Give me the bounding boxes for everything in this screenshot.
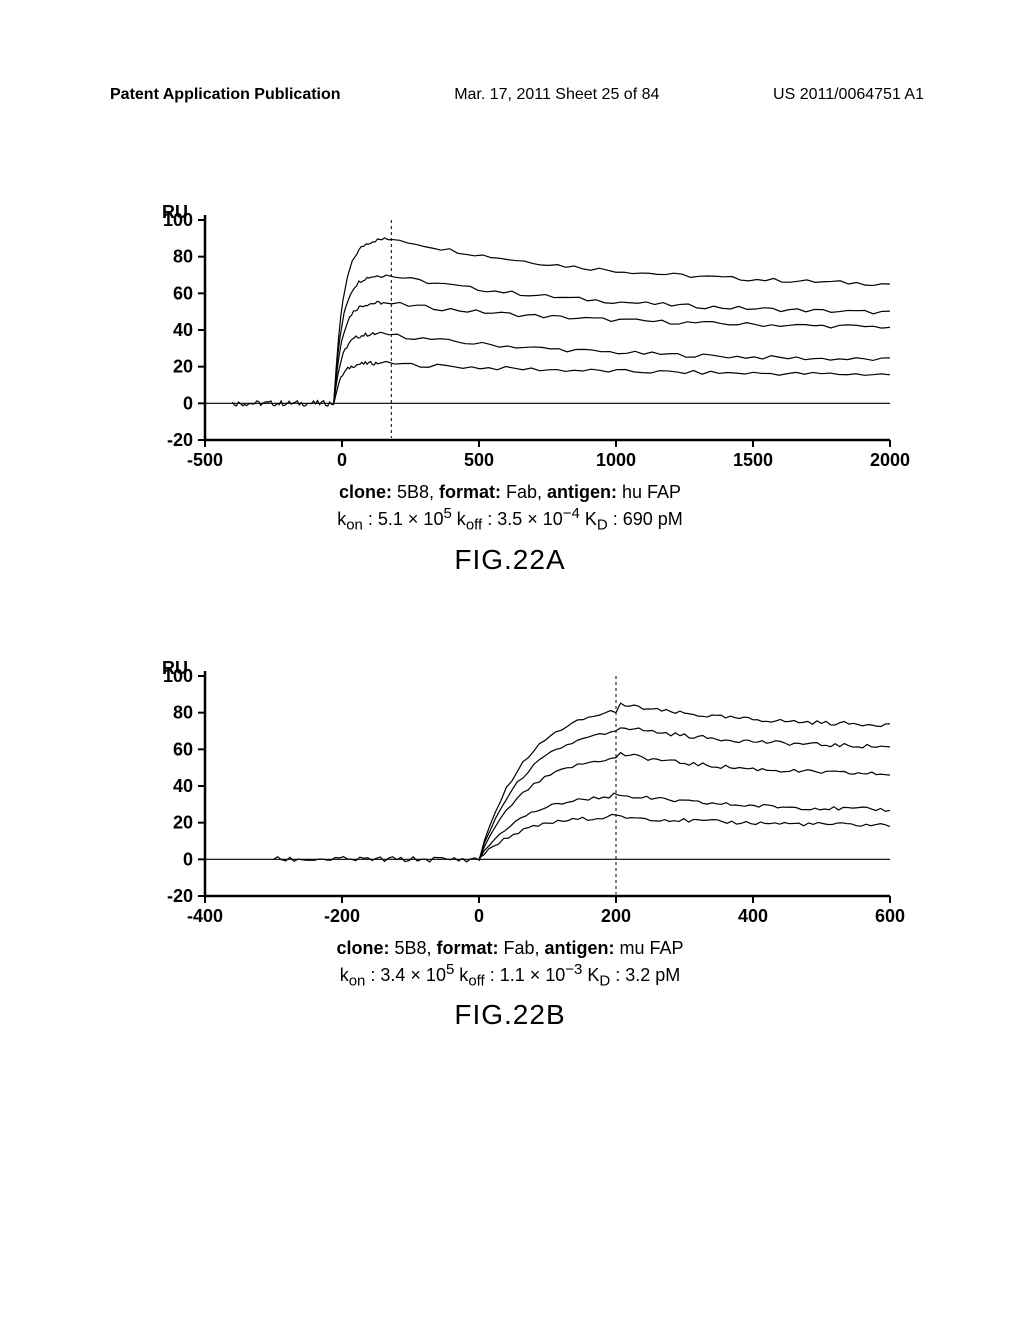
svg-text:100: 100 — [163, 666, 193, 686]
chart-a-figure-label: FIG.22A — [110, 544, 910, 576]
chart-a-svg-wrap: RU-20020406080100-5000500100015002000 — [110, 200, 910, 480]
page-header: Patent Application Publication Mar. 17, … — [0, 86, 1024, 104]
svg-text:-500: -500 — [187, 450, 223, 470]
svg-text:0: 0 — [183, 393, 193, 413]
chart-b: RU-20020406080100-400-2000200400600 — [110, 656, 910, 936]
svg-text:80: 80 — [173, 702, 193, 722]
svg-text:0: 0 — [337, 450, 347, 470]
svg-text:80: 80 — [173, 247, 193, 267]
svg-text:500: 500 — [464, 450, 494, 470]
svg-text:0: 0 — [183, 849, 193, 869]
chart-b-block: RU-20020406080100-400-2000200400600 clon… — [110, 656, 910, 1032]
svg-text:-20: -20 — [167, 886, 193, 906]
chart-b-svg-wrap: RU-20020406080100-400-2000200400600 — [110, 656, 910, 936]
svg-text:200: 200 — [601, 906, 631, 926]
svg-text:20: 20 — [173, 812, 193, 832]
header-left: Patent Application Publication — [110, 86, 341, 104]
svg-text:100: 100 — [163, 210, 193, 230]
figure-container: RU-20020406080100-5000500100015002000 cl… — [110, 200, 910, 1111]
chart-a-caption: clone: 5B8, format: Fab, antigen: hu FAP… — [110, 482, 910, 534]
chart-b-figure-label: FIG.22B — [110, 999, 910, 1031]
svg-text:1000: 1000 — [596, 450, 636, 470]
svg-text:60: 60 — [173, 739, 193, 759]
svg-text:20: 20 — [173, 357, 193, 377]
chart-a: RU-20020406080100-5000500100015002000 — [110, 200, 910, 480]
svg-text:-200: -200 — [324, 906, 360, 926]
svg-text:40: 40 — [173, 320, 193, 340]
header-center: Mar. 17, 2011 Sheet 25 of 84 — [454, 86, 659, 104]
chart-b-caption-line2: kon : 3.4 × 105 koff : 1.1 × 10−3 KD : 3… — [110, 961, 910, 990]
svg-text:2000: 2000 — [870, 450, 910, 470]
svg-text:400: 400 — [738, 906, 768, 926]
chart-a-caption-line2: kon : 5.1 × 105 koff : 3.5 × 10−4 KD : 6… — [110, 505, 910, 534]
chart-a-caption-line1: clone: 5B8, format: Fab, antigen: hu FAP — [110, 482, 910, 503]
svg-text:40: 40 — [173, 776, 193, 796]
svg-text:-20: -20 — [167, 430, 193, 450]
chart-b-caption-line1: clone: 5B8, format: Fab, antigen: mu FAP — [110, 938, 910, 959]
header-right: US 2011/0064751 A1 — [773, 86, 924, 104]
svg-text:60: 60 — [173, 283, 193, 303]
chart-a-block: RU-20020406080100-5000500100015002000 cl… — [110, 200, 910, 576]
svg-text:0: 0 — [474, 906, 484, 926]
svg-text:-400: -400 — [187, 906, 223, 926]
svg-text:1500: 1500 — [733, 450, 773, 470]
chart-b-caption: clone: 5B8, format: Fab, antigen: mu FAP… — [110, 938, 910, 990]
svg-text:600: 600 — [875, 906, 905, 926]
